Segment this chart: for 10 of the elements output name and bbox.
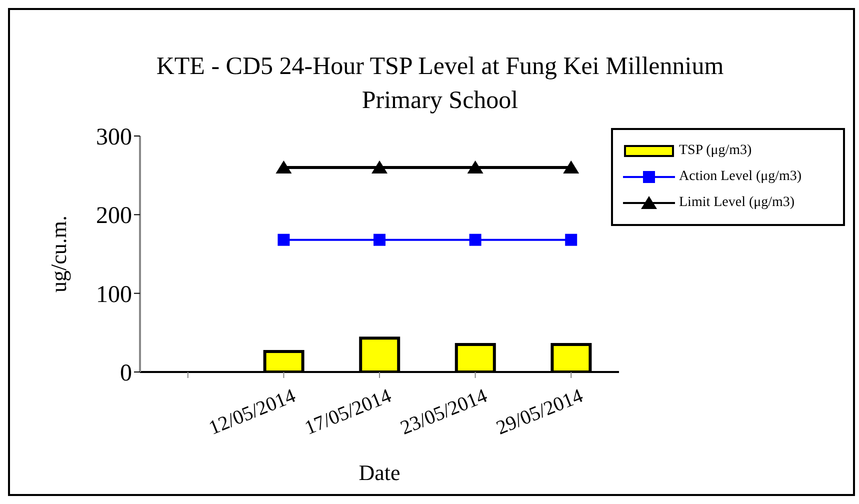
y-axis-title: ug/cu.m. — [46, 216, 71, 292]
legend-label: TSP (μg/m3) — [679, 143, 752, 159]
y-tick-label: 0 — [120, 360, 132, 387]
y-tick-label: 300 — [96, 124, 132, 151]
x-axis-title: Date — [358, 460, 400, 485]
chart-title: KTE - CD5 24-Hour TSP Level at Fung Kei Millennium Primary School — [155, 52, 725, 116]
legend-label: Action Level (μg/m3) — [679, 169, 802, 185]
legend-label: Limit Level (μg/m3) — [679, 195, 795, 211]
y-tick-label: 200 — [96, 203, 132, 230]
y-tick-label: 100 — [96, 282, 132, 308]
